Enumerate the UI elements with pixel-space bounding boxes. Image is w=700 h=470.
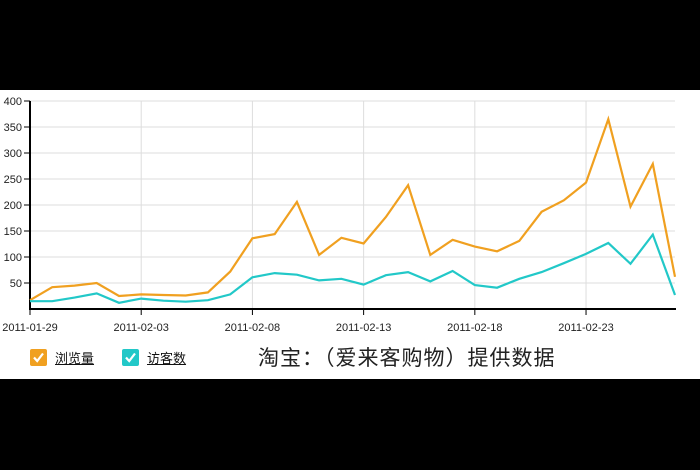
checkbox-checked-icon[interactable] [122, 349, 140, 366]
pageviews-line [29, 115, 677, 302]
y-tick-label: 350 [4, 122, 22, 134]
y-tick-label: 400 [4, 96, 22, 108]
legend-label[interactable]: 访客数 [147, 352, 187, 367]
line-chart: 50 100 150 200 250 300 350 400 2011-01-29 2011-02… [2, 96, 677, 334]
y-tick-label: 100 [4, 252, 22, 264]
chart-panel: 50 100 150 200 250 300 350 400 2011-01-29 2011-02… [0, 90, 700, 379]
x-tick-label: 2011-02-23 [558, 322, 613, 334]
x-tick-label: 2011-02-18 [447, 322, 502, 334]
x-tick-label: 2011-02-03 [113, 322, 168, 334]
legend: 浏览量 访客数 [30, 348, 186, 367]
gridlines [30, 100, 675, 309]
y-tick-label: 200 [4, 200, 22, 212]
legend-item-visitors[interactable]: 访客数 [122, 348, 186, 367]
visitors-line [30, 232, 677, 304]
y-tick-label: 50 [10, 278, 22, 290]
legend-label[interactable]: 浏览量 [55, 352, 95, 367]
legend-item-pageviews[interactable]: 浏览量 [30, 348, 94, 367]
x-tick-label: 2011-02-08 [225, 322, 280, 334]
x-tick-label: 2011-02-13 [336, 322, 391, 334]
y-tick-label: 150 [4, 226, 22, 238]
data-source-caption: 淘宝：（爱来客购物）提供数据 [258, 346, 556, 370]
checkbox-checked-icon[interactable] [30, 349, 47, 366]
y-tick-label: 300 [4, 148, 22, 160]
y-tick-label: 250 [4, 174, 22, 186]
x-tick-label: 2011-01-29 [2, 322, 57, 334]
